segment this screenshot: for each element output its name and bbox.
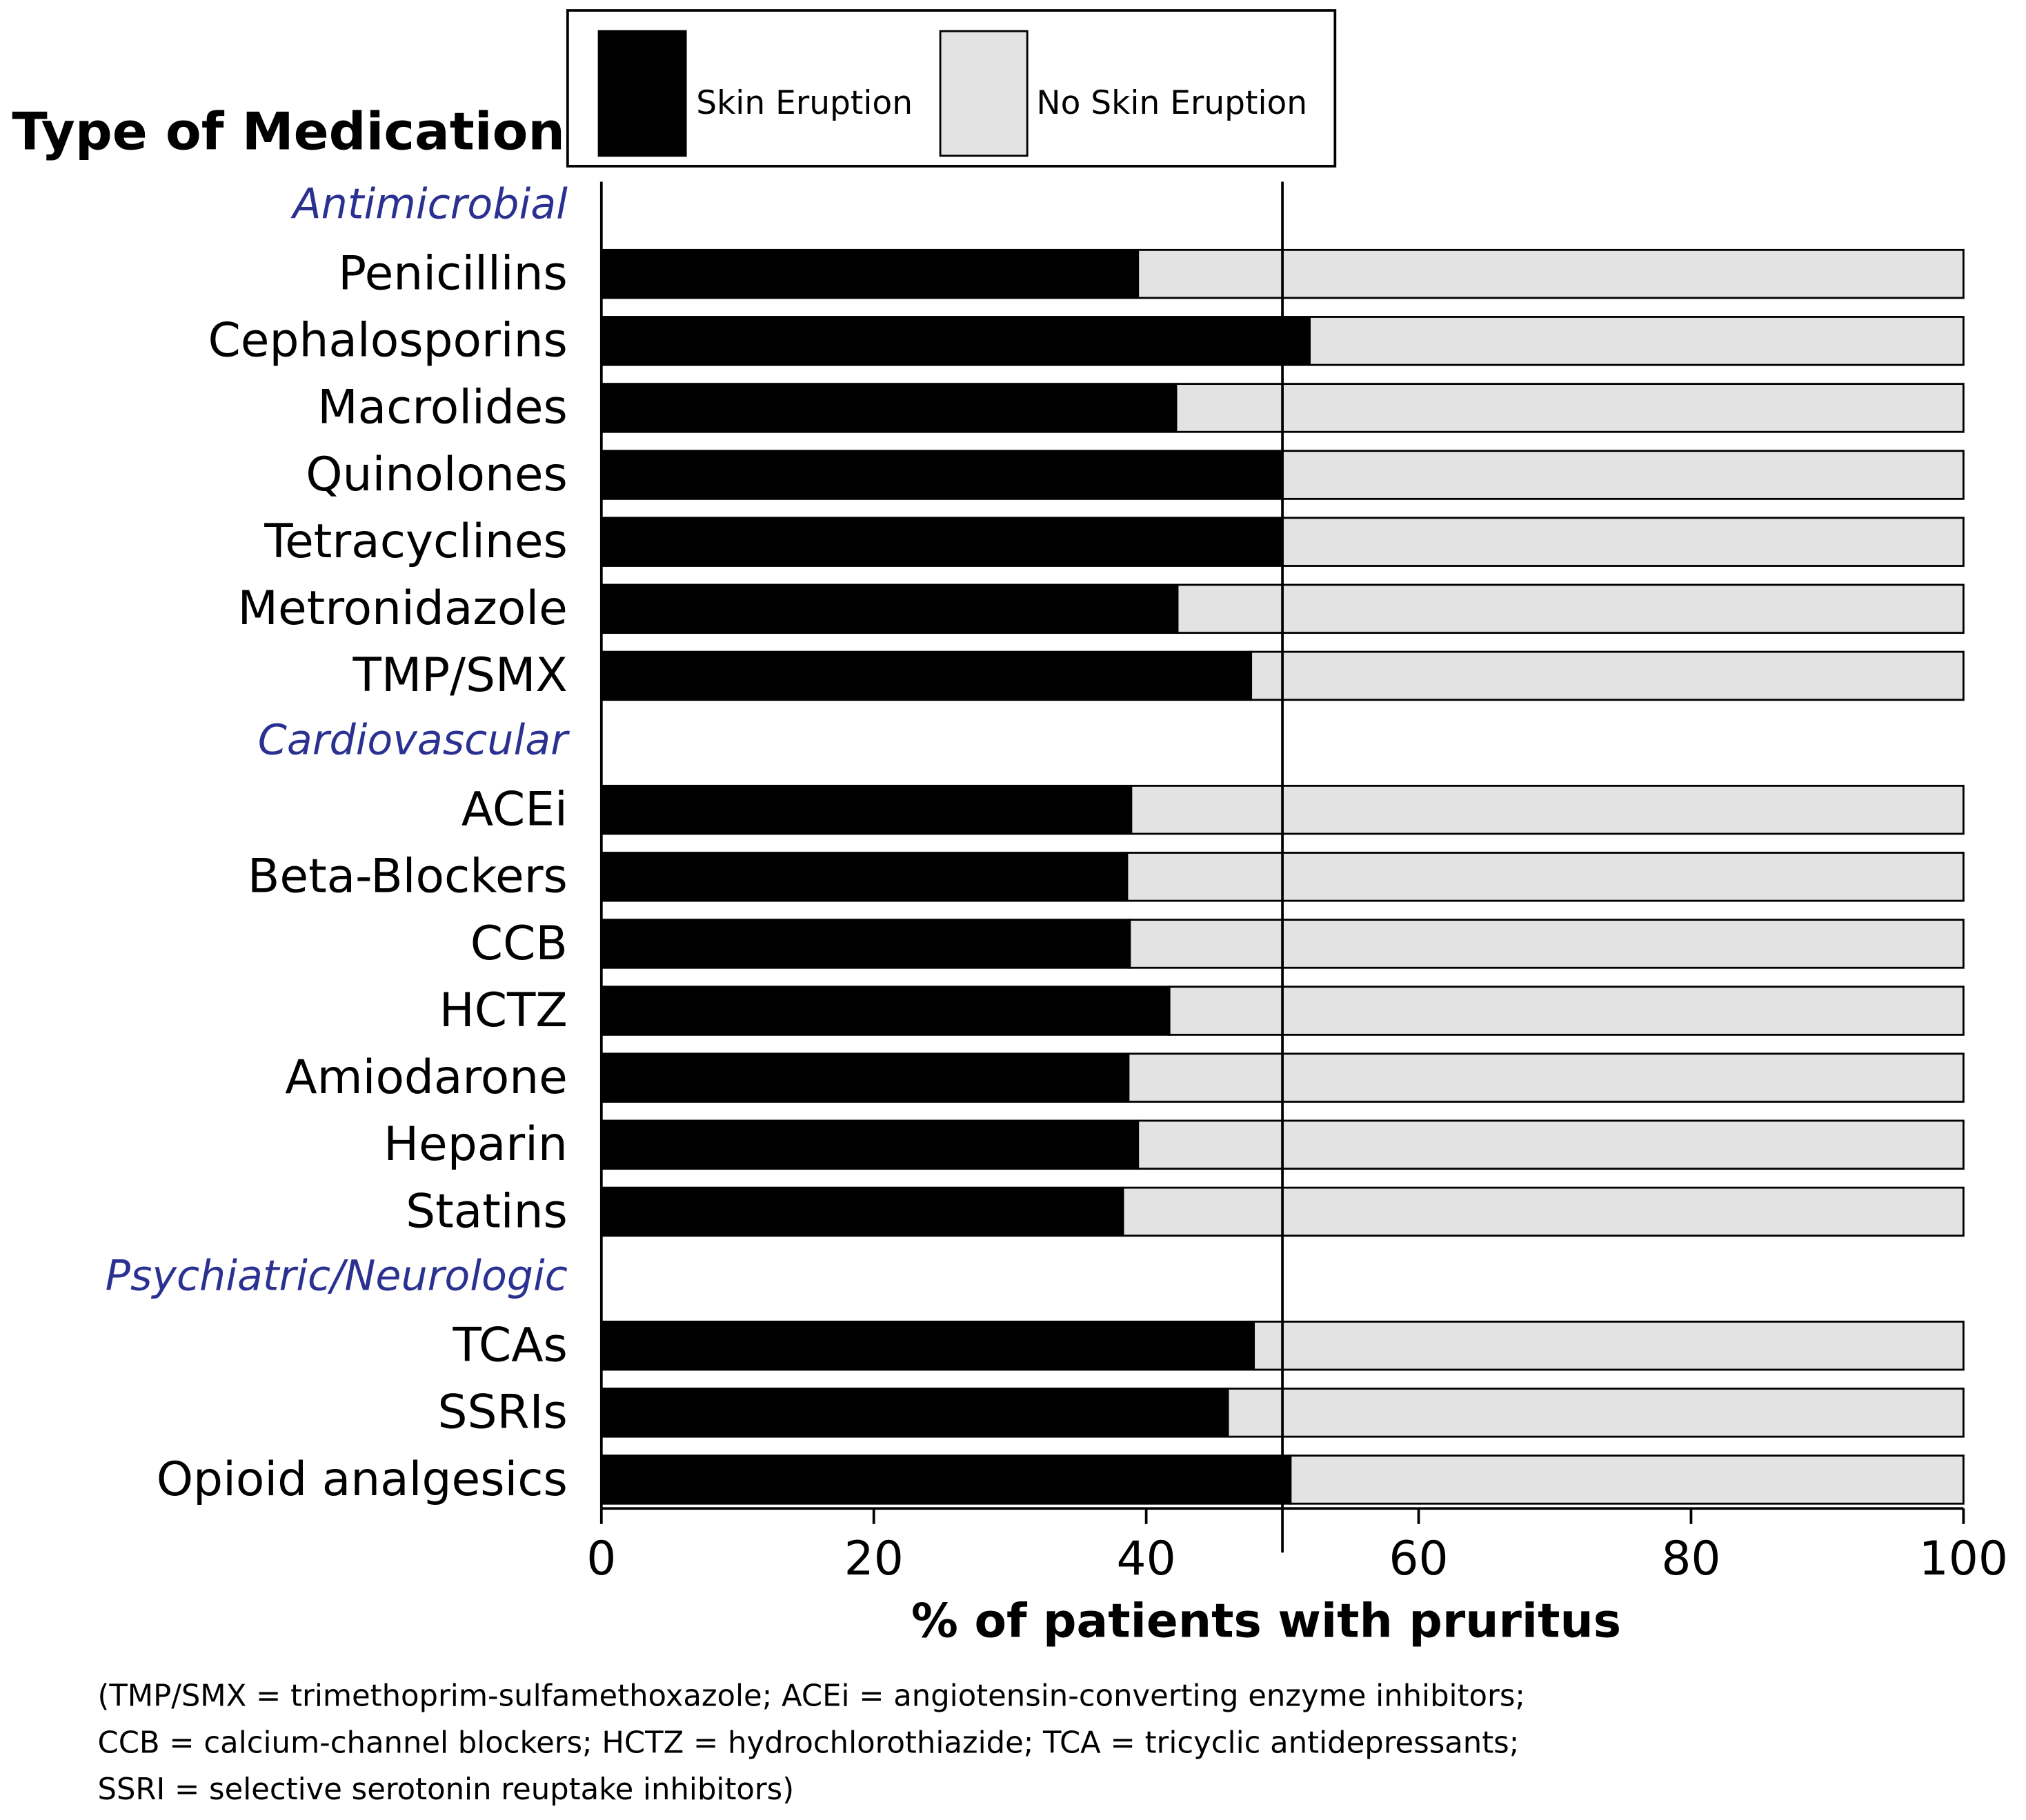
y-tick-label: CCB <box>470 916 568 970</box>
bar <box>1281 450 1965 500</box>
legend-swatch <box>597 30 687 157</box>
y-tick-label: SSRIs <box>437 1385 567 1439</box>
bar <box>600 650 1253 701</box>
y-tick-label: Quinolones <box>306 447 568 501</box>
bar <box>1168 986 1965 1036</box>
x-tick-label: 100 <box>1919 1531 2008 1586</box>
legend-label: No Skin Eruption <box>1036 84 1307 122</box>
bar <box>600 383 1178 433</box>
y-tick-label: HCTZ <box>439 983 568 1037</box>
bar <box>1309 316 1965 366</box>
y-tick-label: Opioid analgesics <box>157 1452 568 1506</box>
y-tick-label: TCAs <box>452 1318 567 1372</box>
bar <box>600 450 1284 500</box>
y-tick-label: Beta-Blockers <box>248 849 568 903</box>
bar <box>1137 248 1965 299</box>
bar <box>600 919 1131 969</box>
y-tick-label: Statins <box>406 1183 568 1238</box>
footnote: (TMP/SMX = trimethoprim-sulfamethoxazole… <box>97 1679 1525 1714</box>
footnote: SSRI = selective serotonin reuptake inhi… <box>97 1772 794 1807</box>
footnote: CCB = calcium-channel blockers; HCTZ = h… <box>97 1726 1519 1760</box>
bar <box>600 1186 1124 1237</box>
y-tick-label: TMP/SMX <box>352 648 567 702</box>
y-tick-label: Macrolides <box>317 380 568 434</box>
bar <box>1253 1320 1965 1371</box>
bar <box>600 1320 1255 1371</box>
x-tick-label: 0 <box>586 1531 616 1586</box>
bar <box>600 1052 1130 1103</box>
bar <box>1127 1052 1965 1103</box>
y-axis-title: Type of Medication <box>12 101 565 161</box>
bar <box>600 986 1171 1036</box>
group-label: Antimicrobial <box>290 181 568 229</box>
y-tick-label: Amiodarone <box>285 1050 568 1104</box>
x-tick-label: 40 <box>1117 1531 1176 1586</box>
x-tick-label: 80 <box>1661 1531 1720 1586</box>
bar <box>1129 919 1965 969</box>
group-label: Psychiatric/Neurologic <box>106 1252 568 1301</box>
y-tick-label: ACEi <box>461 781 568 836</box>
bar <box>600 248 1140 299</box>
y-tick-label: Metronidazole <box>238 581 568 635</box>
bar <box>600 852 1129 902</box>
bar <box>1130 784 1965 835</box>
bar <box>600 517 1284 567</box>
bar <box>600 1119 1140 1170</box>
bar <box>1122 1186 1965 1237</box>
bar <box>1176 583 1965 634</box>
x-axis-title: % of patients with pruritus <box>911 1593 1621 1648</box>
bar <box>1137 1119 1965 1170</box>
bar <box>1126 852 1965 902</box>
y-tick-label: Tetracyclines <box>264 514 568 568</box>
x-tick-label: 60 <box>1389 1531 1448 1586</box>
bar <box>600 1388 1229 1438</box>
x-tick-label: 20 <box>844 1531 904 1586</box>
bar <box>600 784 1133 835</box>
bar <box>600 1454 1292 1505</box>
legend-swatch <box>939 30 1029 157</box>
bar <box>1281 517 1965 567</box>
y-tick-label: Penicillins <box>338 246 568 300</box>
y-tick-label: Heparin <box>384 1117 568 1171</box>
bar <box>1226 1388 1965 1438</box>
bar <box>1250 650 1965 701</box>
legend-label: Skin Eruption <box>696 84 913 122</box>
bar <box>600 583 1179 634</box>
bar <box>1175 383 1965 433</box>
bar <box>600 316 1311 366</box>
y-tick-label: Cephalosporins <box>208 313 567 368</box>
group-label: Cardiovascular <box>258 717 570 765</box>
bar <box>1289 1454 1965 1505</box>
